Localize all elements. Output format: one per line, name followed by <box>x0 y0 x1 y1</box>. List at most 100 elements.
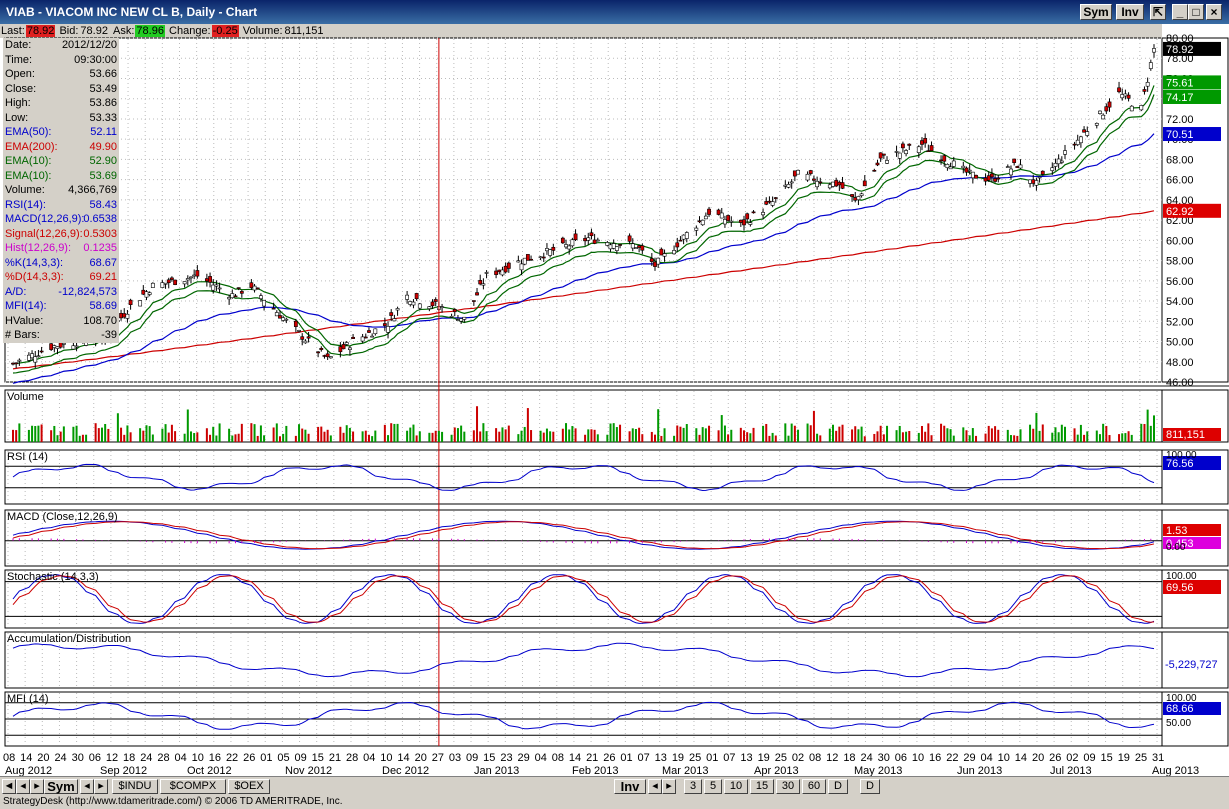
symbol-tab-oex[interactable]: $OEX <box>228 779 270 794</box>
candle-body <box>236 287 241 289</box>
price-axis-label: 78.00 <box>1166 53 1194 65</box>
candle-body <box>519 263 524 271</box>
date-tick-label: 01 <box>706 752 718 764</box>
volume-bar <box>412 424 415 442</box>
volume-bar <box>272 427 275 442</box>
volume-bar <box>193 433 196 442</box>
candle-body <box>1018 164 1023 169</box>
sym-tab-button[interactable]: Sym <box>44 779 78 794</box>
sym-button[interactable]: Sym <box>1080 4 1112 20</box>
interval-daily-alt[interactable]: D <box>860 779 880 794</box>
first-arrow-icon[interactable]: ◄ <box>2 779 16 794</box>
month-label: Aug 2012 <box>5 765 52 776</box>
info-key: RSI(14): <box>5 198 46 211</box>
price-tag <box>1163 89 1221 104</box>
candle-body <box>227 297 232 300</box>
candle-body <box>831 181 835 187</box>
volume-bar <box>34 426 37 442</box>
info-row: RSI(14): 58.43 <box>3 198 119 213</box>
inv-tab-button[interactable]: Inv <box>614 779 646 794</box>
symbol-tab-indu[interactable]: $INDU <box>112 779 158 794</box>
volume-bar <box>854 426 857 442</box>
month-label: May 2013 <box>854 765 902 776</box>
maximize-icon[interactable]: □ <box>1188 4 1204 20</box>
volume-bar <box>968 435 971 442</box>
inv-prev-icon[interactable]: ◂ <box>648 779 662 794</box>
ask-label: Ask: <box>113 25 135 37</box>
chart-area[interactable]: 08 14 20 24 30 06 12 18 24 28 04 10 16 22 26 01 05 09 15 21… <box>0 24 1229 776</box>
volume-bar <box>456 428 459 442</box>
candle-body <box>583 238 587 242</box>
candle-body <box>138 300 143 307</box>
volume-bar <box>59 431 62 442</box>
candle-body <box>853 197 858 201</box>
sym-next-icon[interactable]: ▸ <box>94 779 108 794</box>
candle-body <box>338 346 343 353</box>
stoch-tag <box>1163 580 1221 594</box>
candle-body <box>990 173 994 178</box>
volume-bar <box>298 424 301 442</box>
candle-body <box>745 213 750 220</box>
volume-bar <box>584 434 587 442</box>
candle-body <box>939 159 943 162</box>
info-value: 53.49 <box>89 82 117 95</box>
volume-bar <box>501 427 504 442</box>
close-icon[interactable]: × <box>1206 4 1222 20</box>
volume-bar <box>768 435 771 442</box>
volume-bar <box>123 434 126 442</box>
interval-5[interactable]: 5 <box>704 779 722 794</box>
candle-body <box>452 309 457 313</box>
panel-frame-rsi <box>4 449 1163 505</box>
info-key: %K(14,3,3): <box>5 256 64 269</box>
volume-bar <box>676 425 679 442</box>
interval-3[interactable]: 3 <box>684 779 702 794</box>
interval-30[interactable]: 30 <box>776 779 800 794</box>
interval-daily[interactable]: D <box>828 779 848 794</box>
info-row: EMA(10): 53.69 <box>3 169 119 184</box>
candle-body <box>293 320 298 327</box>
volume-bar <box>895 430 898 442</box>
candle-body <box>1123 93 1128 97</box>
interval-15[interactable]: 15 <box>750 779 774 794</box>
candle-body <box>897 152 902 159</box>
minimize-icon[interactable]: _ <box>1172 4 1188 20</box>
panel-frame-ad <box>4 631 1163 689</box>
volume-value: 811,151 <box>284 25 324 37</box>
sym-prev-icon[interactable]: ◂ <box>80 779 94 794</box>
axis-frame-stoch <box>1161 569 1229 629</box>
volume-bar <box>406 430 409 442</box>
info-row: Signal(12,26,9): 0.5303 <box>3 227 119 242</box>
info-value: 0.5303 <box>83 227 117 240</box>
candle-body <box>471 300 476 302</box>
inv-next-icon[interactable]: ▸ <box>662 779 676 794</box>
next-arrow-icon[interactable]: ▸ <box>30 779 44 794</box>
last-label: Last: <box>1 25 25 37</box>
candle-body <box>459 318 464 322</box>
candle-body <box>789 181 794 184</box>
candle-body <box>627 235 632 242</box>
volume-bar <box>752 427 755 442</box>
date-tick-label: 10 <box>912 752 924 764</box>
detach-icon[interactable]: ⇱ <box>1150 4 1166 20</box>
volume-bar <box>971 428 974 442</box>
candle-body <box>1145 82 1150 87</box>
volume-bar <box>1038 430 1041 442</box>
prev-arrow-icon[interactable]: ◂ <box>16 779 30 794</box>
candle-body <box>653 261 657 267</box>
candle-body <box>974 174 978 179</box>
date-tick-label: 03 <box>449 752 461 764</box>
volume-bar <box>542 432 545 442</box>
symbol-tab-compx[interactable]: $COMPX <box>160 779 226 794</box>
volume-bar <box>797 429 800 442</box>
inv-button[interactable]: Inv <box>1116 4 1144 20</box>
candle-body <box>764 201 769 205</box>
candle-body <box>993 178 997 182</box>
macd-line <box>12 520 1155 550</box>
date-tick-label: 02 <box>792 752 804 764</box>
volume-bar <box>806 423 809 442</box>
volume-bar <box>482 423 485 442</box>
candle-body <box>1012 158 1017 163</box>
volume-bar <box>104 423 107 442</box>
interval-60[interactable]: 60 <box>802 779 826 794</box>
interval-10[interactable]: 10 <box>724 779 748 794</box>
